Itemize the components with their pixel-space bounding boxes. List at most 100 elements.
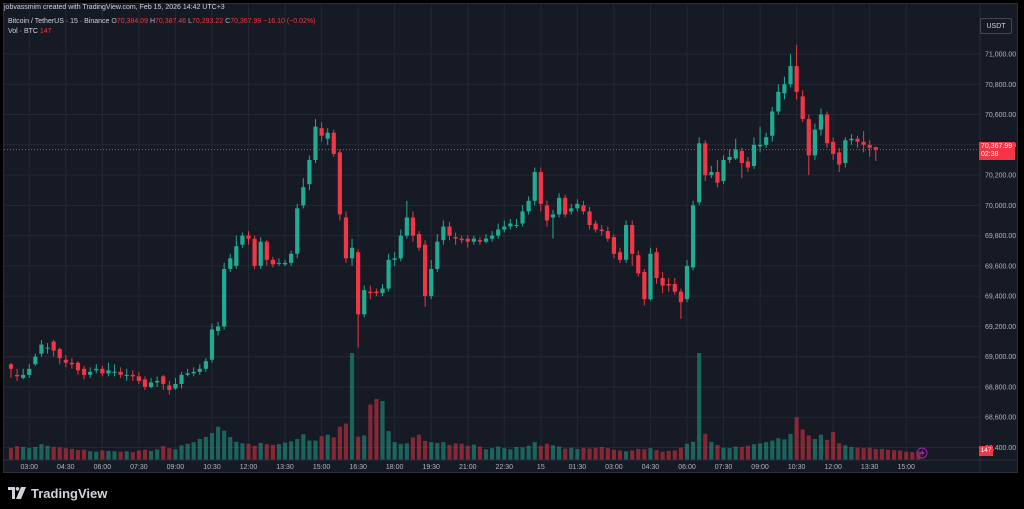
candle-body bbox=[490, 235, 495, 239]
volume-bar bbox=[112, 451, 117, 460]
volume-bar bbox=[222, 430, 227, 460]
volume-bar bbox=[800, 429, 805, 460]
candle-body bbox=[800, 96, 805, 120]
volume-bar bbox=[264, 444, 269, 460]
volume-bar bbox=[362, 435, 367, 460]
volume-bar bbox=[617, 450, 623, 460]
candle-body bbox=[51, 341, 56, 351]
lightning-icon-bolt bbox=[920, 449, 925, 457]
candle-body bbox=[69, 362, 74, 365]
brand-name: TradingView bbox=[31, 485, 108, 501]
volume-bar bbox=[904, 451, 909, 460]
volume-bar bbox=[270, 444, 275, 460]
candle-body bbox=[441, 226, 446, 241]
volume-bar bbox=[349, 353, 355, 460]
candle-body bbox=[703, 143, 708, 176]
y-tick-label: 69,000.00 bbox=[985, 354, 1016, 361]
candle-body bbox=[435, 241, 440, 269]
candle-body bbox=[362, 290, 367, 315]
volume-legend[interactable]: Vol · BTC 147 bbox=[8, 28, 52, 35]
candle-body bbox=[721, 159, 726, 182]
volume-bar bbox=[818, 434, 824, 460]
chart-canvas[interactable]: 71,000.0070,800.0070,600.0070,400.0070,2… bbox=[4, 4, 1017, 472]
x-tick-label: 15 bbox=[537, 464, 545, 471]
volume-bar bbox=[891, 450, 897, 460]
x-tick-label: 12:00 bbox=[240, 464, 258, 471]
candle-body bbox=[861, 141, 866, 145]
candle-body bbox=[727, 156, 732, 160]
volume-bar bbox=[703, 433, 708, 460]
candle-body bbox=[532, 172, 537, 201]
volume-bar bbox=[337, 426, 342, 460]
close-value: 70,367.99 bbox=[230, 18, 262, 25]
volume-bar bbox=[575, 448, 580, 460]
volume-bar bbox=[45, 445, 50, 460]
volume-bar bbox=[532, 442, 537, 460]
open-label: O bbox=[111, 18, 117, 25]
volume-bar bbox=[63, 448, 68, 460]
volume-bar bbox=[179, 445, 184, 460]
candle-body bbox=[81, 368, 87, 375]
y-tick-label: 71,000.00 bbox=[985, 52, 1016, 59]
candle-body bbox=[246, 235, 251, 239]
candle-body bbox=[581, 205, 586, 212]
candle-body bbox=[289, 253, 294, 263]
volume-bar bbox=[733, 446, 738, 460]
volume-bar bbox=[678, 447, 683, 460]
candle-body bbox=[593, 223, 598, 230]
lightning-icon[interactable] bbox=[916, 447, 928, 459]
candle-body bbox=[873, 147, 878, 150]
candle-body bbox=[8, 364, 14, 369]
volume-bar bbox=[27, 448, 32, 460]
candle-body bbox=[39, 344, 44, 354]
candle-body bbox=[106, 370, 111, 374]
chart-panel[interactable]: 71,000.0070,800.0070,600.0070,400.0070,2… bbox=[3, 3, 1018, 473]
volume-bar bbox=[21, 446, 26, 460]
candle-body bbox=[392, 258, 397, 260]
candle-body bbox=[337, 152, 342, 215]
candle-body bbox=[739, 150, 744, 163]
volume-bar bbox=[155, 449, 160, 460]
brand-footer[interactable]: TradingView bbox=[8, 482, 107, 504]
volume-bar bbox=[234, 441, 239, 460]
volume-bar bbox=[307, 440, 312, 460]
volume-bar bbox=[490, 448, 495, 460]
symbol-legend[interactable]: Bitcoin / TetherUS · 15 · Binance O70,38… bbox=[8, 18, 315, 25]
currency-button[interactable]: USDT bbox=[980, 18, 1012, 34]
candle-body bbox=[185, 373, 190, 375]
volume-bar bbox=[441, 442, 446, 460]
candle-body bbox=[453, 237, 458, 239]
x-tick-label: 01:30 bbox=[569, 464, 587, 471]
x-tick-label: 06:00 bbox=[678, 464, 696, 471]
candle-body bbox=[843, 140, 848, 163]
volume-bar bbox=[477, 446, 483, 460]
volume-bar bbox=[331, 437, 336, 460]
y-tick-label: 68,400.00 bbox=[985, 445, 1016, 452]
volume-bar bbox=[770, 440, 775, 460]
candle-body bbox=[623, 225, 629, 260]
volume-bar bbox=[715, 444, 720, 460]
candle-body bbox=[222, 268, 227, 327]
volume-bar bbox=[483, 449, 489, 460]
volume-bar bbox=[429, 442, 434, 460]
x-tick-label: 03:00 bbox=[605, 464, 623, 471]
candle-body bbox=[374, 291, 379, 294]
x-tick-label: 09:00 bbox=[167, 464, 185, 471]
candle-body bbox=[508, 223, 513, 227]
volume-bar bbox=[191, 442, 196, 460]
volume-bar bbox=[788, 433, 793, 460]
volume-bar bbox=[258, 442, 263, 460]
candle-body bbox=[520, 211, 525, 224]
volume-bar bbox=[14, 446, 20, 460]
symbol-title[interactable]: Bitcoin / TetherUS · 15 · Binance bbox=[8, 18, 110, 25]
candle-body bbox=[63, 359, 68, 363]
candle-body bbox=[423, 244, 428, 297]
volume-bar bbox=[751, 444, 757, 460]
volume-bar bbox=[666, 450, 671, 460]
volume-label: Vol · BTC bbox=[8, 28, 38, 35]
volume-bar bbox=[392, 442, 397, 460]
candle-body bbox=[477, 240, 483, 242]
candle-body bbox=[21, 374, 26, 378]
volume-bar bbox=[325, 434, 330, 460]
candle-body bbox=[563, 197, 568, 215]
